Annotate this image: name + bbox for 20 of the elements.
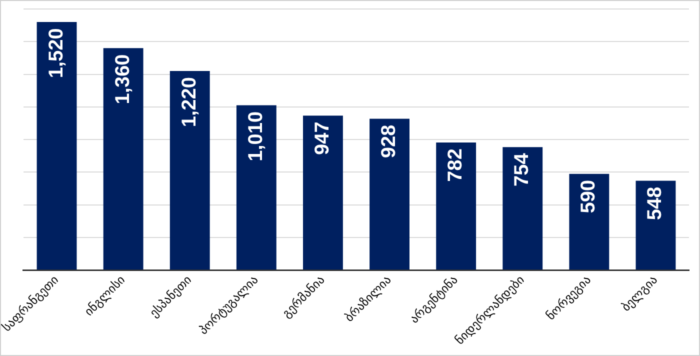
data-label: 548 <box>644 186 666 220</box>
bar <box>36 22 77 270</box>
bar <box>103 48 144 270</box>
bar <box>636 180 676 270</box>
bar <box>569 174 610 270</box>
data-label: 754 <box>511 152 534 186</box>
bar <box>236 105 276 270</box>
bar <box>502 147 543 270</box>
bar <box>436 142 476 270</box>
data-label: 1,520 <box>45 28 68 78</box>
data-label: 1,360 <box>112 54 134 104</box>
data-label: 947 <box>311 122 334 155</box>
data-label: 928 <box>378 124 400 158</box>
bar <box>303 116 343 270</box>
bar <box>170 71 210 270</box>
data-label: 782 <box>444 148 467 182</box>
data-label: 1,010 <box>244 111 267 162</box>
data-label: 1,220 <box>178 77 200 128</box>
data-label: 590 <box>578 180 600 214</box>
bar <box>370 118 410 270</box>
